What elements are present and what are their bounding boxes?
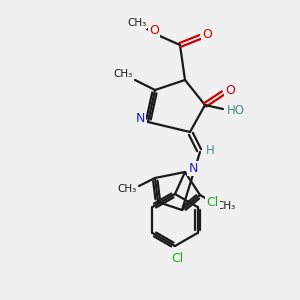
Text: Cl: Cl	[171, 251, 183, 265]
Text: CH₃: CH₃	[216, 201, 236, 211]
Text: CH₃: CH₃	[128, 18, 147, 28]
Text: CH₃: CH₃	[113, 69, 133, 79]
Text: CH₃: CH₃	[117, 184, 136, 194]
Text: HO: HO	[227, 103, 245, 116]
Text: O: O	[149, 25, 159, 38]
Text: O: O	[202, 28, 212, 41]
Text: O: O	[225, 83, 235, 97]
Text: H: H	[206, 143, 214, 157]
Text: N: N	[135, 112, 145, 125]
Text: N: N	[188, 161, 198, 175]
Text: Cl: Cl	[206, 196, 219, 209]
